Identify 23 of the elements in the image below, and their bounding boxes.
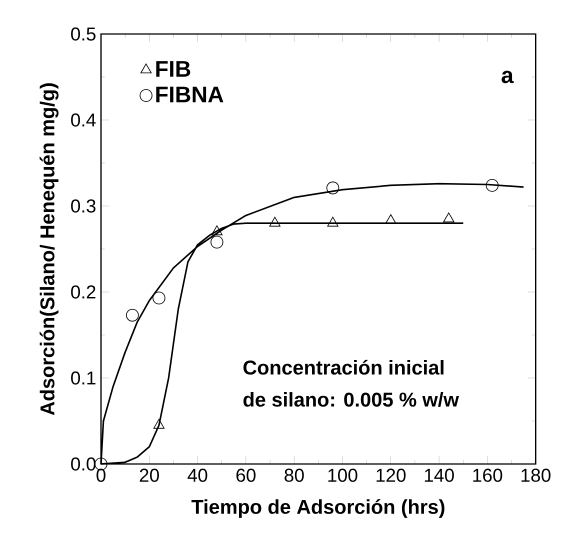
x-tick-label: 140 (424, 468, 454, 482)
annotation: Concentración inicial (243, 360, 444, 375)
x-tick-label: 120 (376, 468, 406, 482)
legend-label: FIB (156, 61, 190, 77)
x-tick-label: 60 (236, 468, 256, 482)
y-tick-label: 0.2 (71, 285, 96, 299)
x-tick-label: 80 (284, 468, 304, 482)
x-axis-title: Tiempo de Adsorción (hrs) (192, 499, 444, 518)
y-tick-label: 0.5 (71, 27, 96, 41)
annotation: a (502, 70, 514, 84)
x-tick-label: 40 (188, 468, 208, 482)
y-tick-label: 0.0 (71, 457, 96, 471)
x-tick-label: 20 (140, 468, 159, 482)
x-tick-label: 100 (328, 468, 358, 482)
y-tick-label: 0.1 (71, 371, 96, 385)
x-tick-label: 0 (96, 468, 106, 482)
annotation: de silano: 0.005 % w/w (243, 392, 460, 407)
y-tick-label: 0.3 (71, 199, 96, 213)
x-tick-label: 180 (522, 468, 551, 482)
legend-label: FIBNA (156, 86, 224, 102)
x-tick-label: 160 (473, 468, 502, 482)
y-tick-label: 0.4 (71, 113, 96, 127)
y-axis-title: Adsorción(Silano/ Henequén mg/g) (40, 83, 59, 416)
